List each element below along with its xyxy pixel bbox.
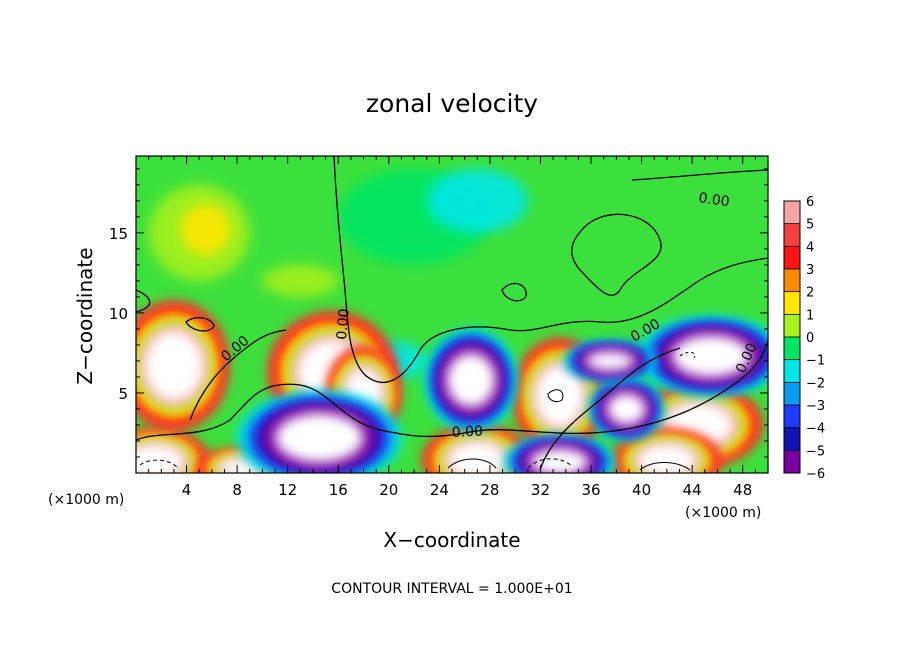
contour-line-positive (447, 458, 497, 469)
positive-extreme (136, 300, 229, 431)
colorbar-swatch (784, 450, 800, 473)
x-tick-label: 12 (278, 481, 297, 499)
colorbar-label: 5 (806, 218, 814, 233)
x-axis-units-left: (×1000 m) (48, 492, 124, 508)
x-tick-label: 8 (232, 481, 242, 499)
colorbar-label: −6 (806, 467, 825, 482)
field-region (426, 168, 528, 233)
colorbar: 6 5 4 3 2 1 0 −1 −2 −3 −4 −5 −6 (783, 195, 825, 482)
colorbar-swatch (784, 427, 800, 451)
colorbar-label: 0 (806, 331, 814, 346)
contour-line-zero (571, 213, 662, 296)
colorbar-swatch (784, 359, 800, 383)
colorbar-label: 6 (806, 195, 814, 210)
negative-extreme (236, 391, 402, 473)
colorbar-swatch (784, 246, 800, 269)
contour-line-zero (185, 316, 215, 332)
x-axis-label: X−coordinate (383, 528, 520, 552)
colorbar-swatch (784, 405, 800, 428)
y-axis-ticks: 5 10 15 (109, 168, 768, 458)
colorbar-label: 1 (806, 308, 814, 323)
x-tick-label: 40 (632, 481, 651, 499)
chart-title: zonal velocity (366, 89, 538, 118)
plot-area: 0.00 0.00 0.00 0.00 0.00 0.00 (136, 156, 768, 473)
negative-extreme (637, 316, 768, 396)
x-tick-label: 44 (683, 481, 702, 499)
y-tick-label: 15 (109, 225, 128, 243)
extreme-core (529, 448, 590, 473)
contour-line-zero (189, 329, 287, 421)
negative-extreme (504, 436, 615, 473)
x-tick-label: 4 (182, 481, 192, 499)
colorbar-swatch (784, 314, 800, 337)
extreme-core (136, 444, 185, 473)
contour-label: 0.00 (697, 190, 730, 210)
x-tick-label: 48 (733, 481, 752, 499)
contour-line-zero (333, 156, 768, 384)
colorbar-label: −4 (806, 422, 825, 437)
x-tick-label: 20 (379, 481, 398, 499)
x-tick-label: 28 (480, 481, 499, 499)
extreme-core (446, 352, 496, 408)
extreme-core (274, 412, 364, 463)
contour-line-zero (501, 282, 527, 302)
colorbar-swatch (784, 201, 800, 224)
x-tick-label: 32 (531, 481, 550, 499)
extreme-core (585, 350, 635, 371)
colorbar-swatch (784, 291, 800, 315)
colorbar-label: −1 (806, 354, 825, 369)
contour-line-positive (547, 389, 564, 403)
x-tick-label: 16 (329, 481, 348, 499)
extreme-core (606, 392, 647, 426)
x-axis-units-right: (×1000 m) (685, 505, 761, 521)
contour-line-negative (679, 351, 696, 359)
contour-line-positive (639, 462, 691, 471)
contour-line-zero (539, 347, 681, 471)
colorbar-label: 2 (806, 286, 814, 301)
positive-extreme (611, 430, 722, 473)
x-tick-label: 36 (581, 481, 600, 499)
contour-labels: 0.00 0.00 0.00 0.00 0.00 0.00 (218, 190, 761, 441)
field-extremes (136, 300, 768, 473)
y-tick-label: 5 (118, 385, 128, 403)
contour-line-negative (527, 458, 573, 469)
colorbar-label: −2 (806, 376, 825, 391)
negative-extreme (589, 378, 664, 440)
y-tick-label: 10 (109, 305, 128, 323)
contour-lines (136, 156, 768, 471)
colorbar-label: −5 (806, 444, 825, 459)
negative-extreme (425, 329, 517, 432)
contour-label: 0.00 (334, 308, 353, 340)
colorbar-label: −3 (806, 399, 825, 414)
colorbar-swatch (784, 223, 800, 247)
colorbar-swatch (784, 269, 800, 292)
extreme-core (534, 364, 585, 428)
contour-interval-note: CONTOUR INTERVAL = 1.000E+01 (331, 581, 572, 597)
negative-extreme (564, 342, 656, 380)
contour-line-zero (136, 289, 151, 313)
colorbar-swatch (784, 382, 800, 405)
positive-extreme (136, 429, 210, 473)
extreme-core (671, 334, 751, 378)
colorbar-label: 4 (806, 240, 814, 255)
contour-line-zero (136, 339, 768, 441)
extreme-core (447, 441, 507, 473)
x-axis-ticks: 4 8 12 16 20 24 28 32 36 40 44 48 (148, 156, 756, 499)
field-region (262, 264, 339, 297)
y-axis-label: Z−coordinate (73, 247, 97, 384)
contour-line-negative (139, 459, 179, 469)
x-tick-label: 24 (430, 481, 449, 499)
extreme-core (144, 330, 204, 401)
contour-line-zero (631, 169, 768, 181)
colorbar-label: 3 (806, 263, 814, 278)
contour-label: 0.00 (451, 423, 483, 441)
field-region (180, 204, 231, 256)
colorbar-swatch (784, 337, 800, 360)
